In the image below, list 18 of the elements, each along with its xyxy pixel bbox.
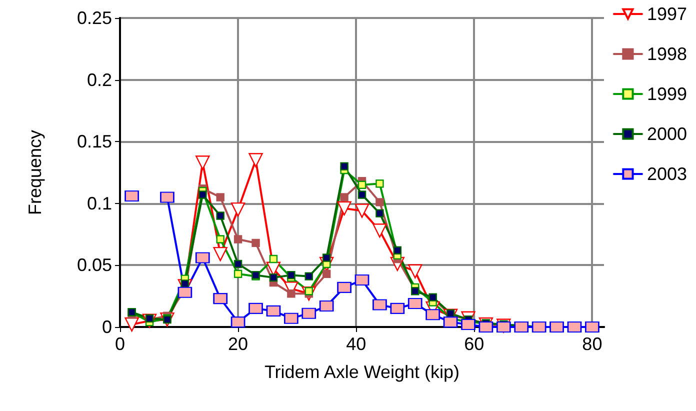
y-tick-label: 0.15 bbox=[76, 132, 112, 152]
y-axis-title: Frequency bbox=[25, 130, 45, 216]
x-tick-label: 60 bbox=[464, 334, 484, 354]
y-tick-label: 0.1 bbox=[86, 193, 112, 214]
y-tick-label: 0.25 bbox=[76, 8, 112, 28]
legend-label: 2000 bbox=[646, 124, 688, 144]
x-tick-label: 80 bbox=[582, 334, 602, 354]
y-tick-label: 0 bbox=[102, 317, 112, 337]
x-tick-label: 0 bbox=[114, 334, 126, 354]
y-tick-label: 0.2 bbox=[86, 70, 112, 90]
x-tick-label: 20 bbox=[228, 334, 248, 354]
legend-label: 1997 bbox=[646, 4, 688, 24]
y-tick-label: 0.05 bbox=[76, 255, 112, 276]
x-tick-label: 40 bbox=[346, 334, 366, 354]
x-axis-title: Tridem Axle Weight (kip) bbox=[264, 362, 460, 382]
legend-label: 2003 bbox=[646, 164, 688, 184]
legend-label: 1998 bbox=[646, 44, 688, 64]
legend-label: 1999 bbox=[646, 84, 688, 104]
